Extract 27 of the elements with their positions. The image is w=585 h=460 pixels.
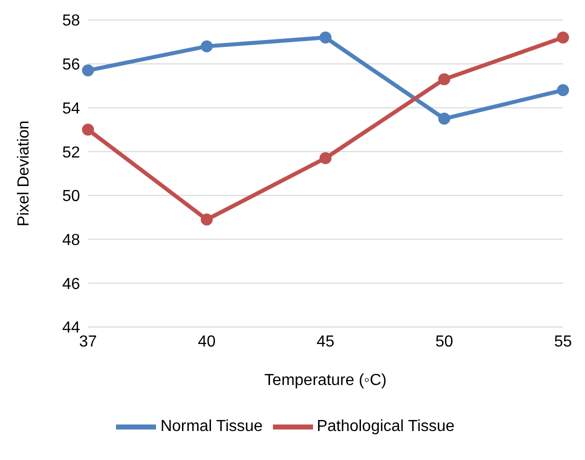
y-tick-label: 44 <box>62 320 80 337</box>
y-tick-label: 52 <box>62 144 80 162</box>
point <box>557 84 569 96</box>
point <box>320 152 332 164</box>
x-tick-label: 55 <box>554 333 572 350</box>
x-tick-label: 37 <box>79 333 97 350</box>
point <box>82 64 94 76</box>
point <box>438 73 450 86</box>
point <box>438 112 450 125</box>
point <box>200 40 213 52</box>
x-tick-label: 40 <box>198 333 216 350</box>
point <box>320 32 332 44</box>
y-axis-title: Pixel Deviation <box>16 120 33 226</box>
x-tick-label: 45 <box>316 333 334 350</box>
point <box>200 214 213 226</box>
point <box>557 32 569 44</box>
legend-label: Normal Tissue <box>160 418 263 436</box>
y-tick-label: 56 <box>62 56 80 74</box>
legend-label: Pathological Tissue <box>316 418 455 436</box>
y-tick-label: 50 <box>62 188 80 206</box>
point <box>82 124 94 136</box>
y-tick-label: 46 <box>62 276 80 293</box>
x-tick-label: 50 <box>435 333 454 350</box>
x-axis-title: Temperature (◦C) <box>264 372 387 389</box>
y-tick-label: 58 <box>62 12 80 30</box>
y-tick-label: 48 <box>62 232 80 249</box>
y-tick-label: 54 <box>62 100 80 118</box>
